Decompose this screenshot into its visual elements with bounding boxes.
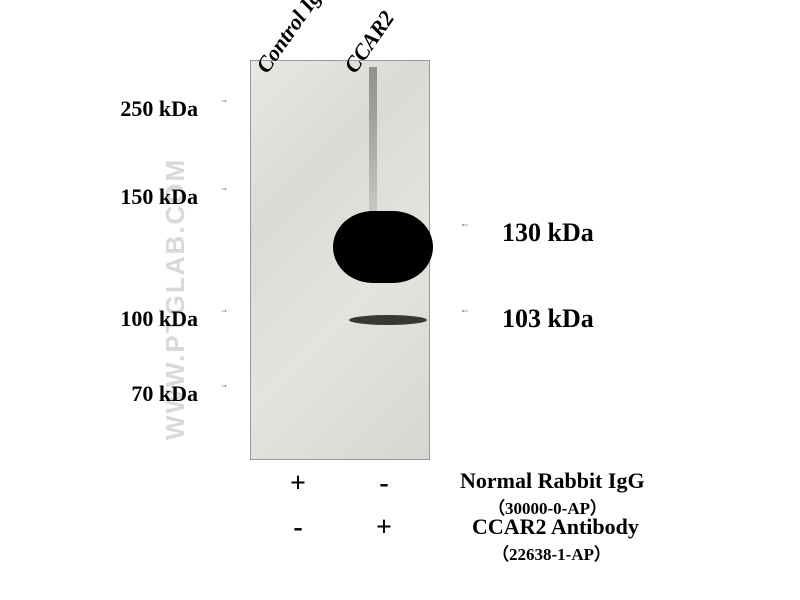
mw-arrow-70 [204,385,244,387]
antibody-name: Normal Rabbit IgG [460,468,645,493]
western-blot-figure: WWW.PTGLAB.COM Control IgG CCAR2 250 kDa… [0,0,800,600]
band-130kda [333,211,433,283]
mw-text: 70 kDa [131,381,198,406]
mw-arrow-250 [204,100,244,102]
mw-text: 250 kDa [120,96,198,121]
mw-arrow-150 [204,188,244,190]
mw-marker-250: 250 kDa [98,96,198,122]
antibody-name: CCAR2 Antibody [460,514,639,539]
antibody-row-0: Normal Rabbit IgG （30000-0-AP） [460,468,645,519]
band-arrow-130 [440,224,490,226]
band-label-103: 103 kDa [502,304,594,334]
mw-marker-70: 70 kDa [98,381,198,407]
mw-arrow-100 [204,310,244,312]
band-label-130: 130 kDa [502,218,594,248]
pm-val: - [379,468,388,499]
mw-marker-150: 150 kDa [98,184,198,210]
blot-membrane [250,60,430,460]
band-text: 130 kDa [502,218,594,247]
pm-r0c0: + [258,468,338,500]
mw-text: 150 kDa [120,184,198,209]
lane2-smear [369,67,377,217]
pm-val: + [376,512,392,543]
pm-r0c1: - [344,468,424,500]
antibody-row-1: CCAR2 Antibody （22638-1-AP） [460,514,639,565]
pm-r1c1: + [344,512,424,544]
mw-marker-100: 100 kDa [98,306,198,332]
pm-val: - [293,512,302,543]
mw-text: 100 kDa [120,306,198,331]
band-103kda [349,315,427,325]
pm-val: + [290,468,306,499]
band-text: 103 kDa [502,304,594,333]
pm-r1c0: - [258,512,338,544]
antibody-catalog: （22638-1-AP） [460,545,611,564]
band-arrow-103 [440,310,490,312]
